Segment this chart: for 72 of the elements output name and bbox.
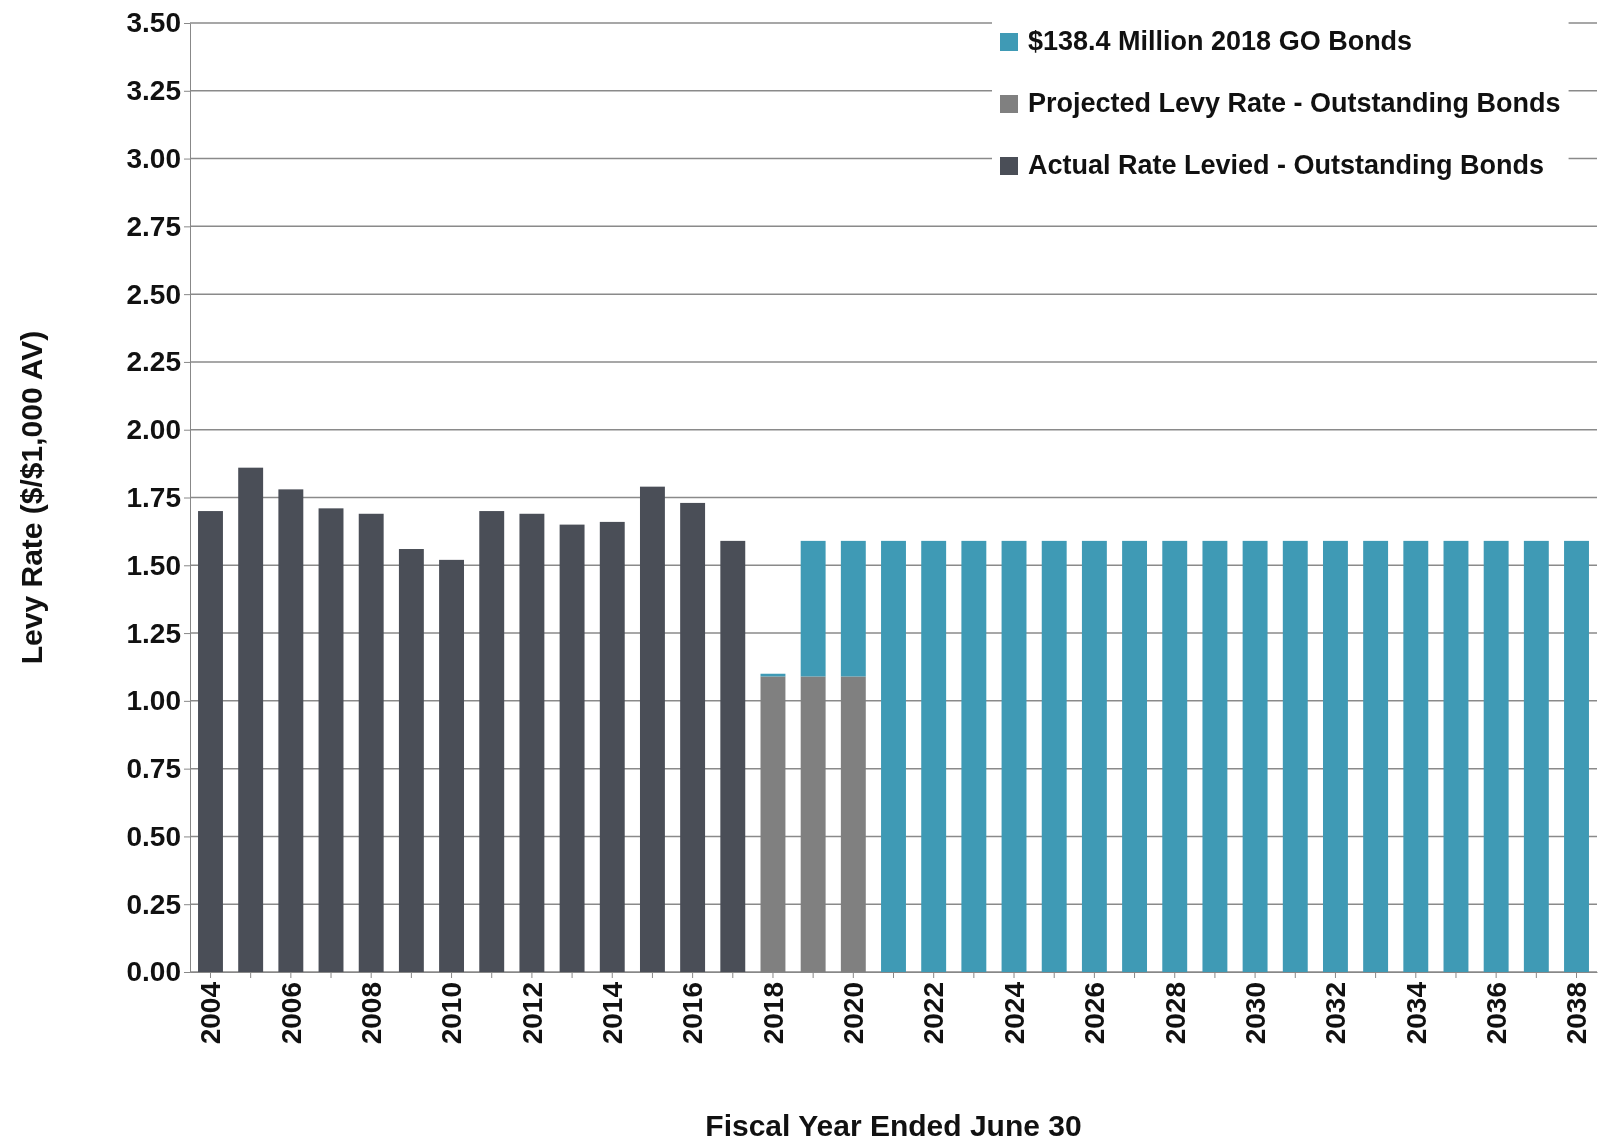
x-tick-label: 2004 bbox=[195, 981, 227, 1045]
y-tick-label: 0.25 bbox=[126, 888, 181, 920]
bar bbox=[1403, 540, 1429, 972]
bar bbox=[1483, 540, 1509, 972]
x-tick-label: 2006 bbox=[275, 982, 307, 1045]
x-tick-label: 2038 bbox=[1561, 982, 1593, 1045]
bar bbox=[639, 486, 665, 972]
bar bbox=[439, 559, 465, 972]
y-tick-label: 1.00 bbox=[126, 685, 181, 717]
bar bbox=[278, 489, 304, 972]
bar bbox=[1282, 540, 1308, 972]
bar bbox=[1001, 540, 1027, 972]
x-tick-label: 2020 bbox=[838, 982, 870, 1045]
y-tick-label: 2.75 bbox=[126, 210, 181, 242]
y-tick-label: 2.25 bbox=[126, 346, 181, 378]
x-axis-title: Fiscal Year Ended June 30 bbox=[705, 1109, 1082, 1142]
bar bbox=[881, 540, 906, 972]
bar bbox=[961, 540, 987, 972]
y-tick-label: 3.50 bbox=[126, 7, 181, 39]
y-tick-label: 1.50 bbox=[126, 549, 181, 581]
y-tick-label: 1.25 bbox=[126, 617, 181, 649]
bar bbox=[1523, 540, 1549, 972]
bar bbox=[398, 549, 424, 972]
bar bbox=[1081, 540, 1107, 972]
y-tick-label: 0.50 bbox=[126, 820, 181, 852]
legend-label: Actual Rate Levied - Outstanding Bonds bbox=[1028, 150, 1545, 180]
bar bbox=[1242, 540, 1268, 972]
x-tick-label: 2032 bbox=[1320, 982, 1352, 1045]
bar bbox=[318, 508, 344, 972]
x-tick-label: 2026 bbox=[1079, 982, 1111, 1045]
x-tick-label: 2024 bbox=[998, 981, 1030, 1045]
bar bbox=[840, 540, 866, 677]
bar bbox=[720, 540, 746, 972]
bar bbox=[1363, 540, 1389, 972]
bar bbox=[1202, 540, 1228, 972]
bar bbox=[198, 511, 223, 972]
bar bbox=[238, 467, 264, 972]
legend-label: $138.4 Million 2018 GO Bonds bbox=[1028, 26, 1413, 56]
y-tick-label: 2.50 bbox=[126, 278, 181, 310]
legend-label: Projected Levy Rate - Outstanding Bonds bbox=[1028, 88, 1561, 118]
bar bbox=[1041, 540, 1067, 972]
bar bbox=[1162, 540, 1188, 972]
bar bbox=[1322, 540, 1348, 972]
x-tick-label: 2016 bbox=[677, 982, 709, 1045]
bar bbox=[519, 513, 545, 972]
y-tick-label: 0.00 bbox=[126, 956, 181, 988]
y-tick-label: 3.25 bbox=[126, 75, 181, 107]
bar bbox=[559, 524, 585, 972]
x-tick-label: 2008 bbox=[356, 982, 387, 1045]
x-tick-label: 2036 bbox=[1480, 982, 1512, 1045]
bar bbox=[921, 540, 947, 972]
y-tick-label: 1.75 bbox=[126, 481, 181, 513]
bar bbox=[800, 540, 826, 677]
bar bbox=[358, 513, 384, 972]
bar bbox=[599, 521, 625, 972]
bar bbox=[680, 502, 706, 972]
x-tick-label: 2022 bbox=[918, 982, 950, 1045]
bar bbox=[1443, 540, 1469, 972]
x-tick-label: 2028 bbox=[1159, 982, 1191, 1045]
x-tick-label: 2034 bbox=[1400, 981, 1432, 1045]
y-tick-label: 3.00 bbox=[126, 143, 181, 175]
x-tick-label: 2030 bbox=[1239, 982, 1271, 1045]
bar bbox=[1564, 540, 1589, 972]
y-tick-label: 0.75 bbox=[126, 753, 181, 785]
bar bbox=[1122, 540, 1148, 972]
x-tick-label: 2012 bbox=[516, 982, 548, 1045]
y-tick-label: 2.00 bbox=[126, 414, 181, 446]
bar bbox=[479, 511, 505, 972]
x-tick-label: 2018 bbox=[757, 982, 789, 1045]
x-tick-label: 2010 bbox=[436, 982, 468, 1045]
x-tick-label: 2014 bbox=[597, 981, 629, 1045]
y-axis-title: Levy Rate ($/$1,000 AV) bbox=[15, 330, 48, 665]
